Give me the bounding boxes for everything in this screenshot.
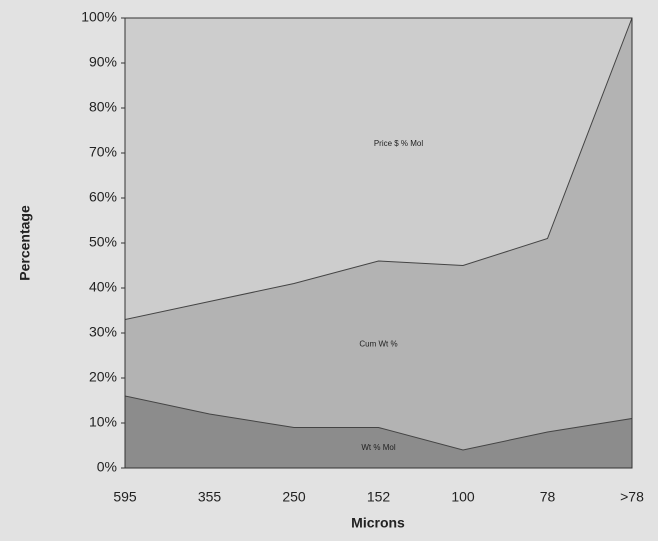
y-tick-label: 90% (89, 54, 117, 70)
x-tick-label: 78 (540, 489, 556, 505)
x-tick-label: >78 (620, 489, 644, 505)
x-axis-label: Microns (351, 515, 405, 531)
x-tick-label: 595 (113, 489, 137, 505)
y-axis-label: Percentage (17, 205, 33, 281)
plot-frame (124, 17, 633, 469)
y-tick-label: 80% (89, 99, 117, 115)
x-tick-label: 250 (282, 489, 306, 505)
y-tick-label: 10% (89, 414, 117, 430)
y-tick-label: 0% (97, 459, 117, 475)
area-label: Price $ % Mol (374, 139, 424, 148)
y-tick-label: 20% (89, 369, 117, 385)
area-label: Cum Wt % (359, 339, 397, 348)
y-tick-label: 50% (89, 234, 117, 250)
y-tick-label: 30% (89, 324, 117, 340)
y-tick-label: 100% (81, 9, 117, 25)
x-tick-label: 355 (198, 489, 222, 505)
y-tick-label: 40% (89, 279, 117, 295)
x-tick-label: 152 (367, 489, 391, 505)
area-label: Wt % Mol (361, 443, 395, 452)
y-tick-label: 60% (89, 189, 117, 205)
y-tick-label: 70% (89, 144, 117, 160)
x-tick-label: 100 (451, 489, 475, 505)
